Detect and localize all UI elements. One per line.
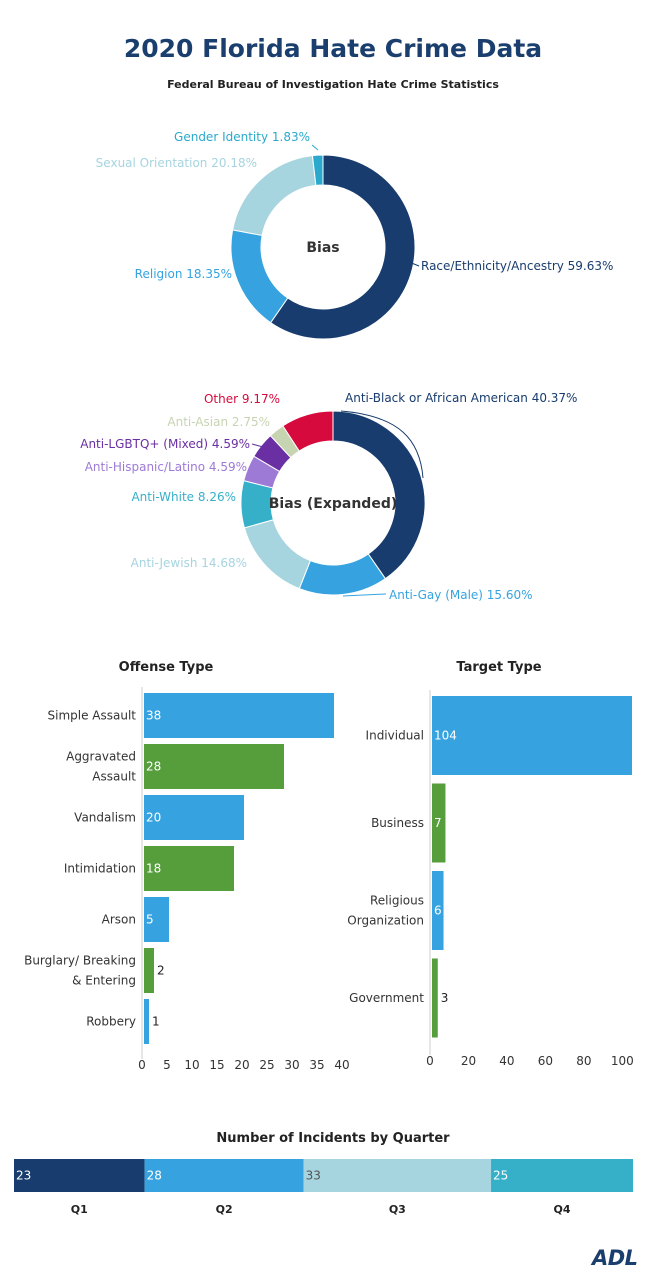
offense-tick-1: 5 bbox=[163, 1058, 171, 1072]
bias-label-0: Race/Ethnicity/Ancestry 59.63% bbox=[421, 259, 613, 273]
bias-leader-3 bbox=[311, 144, 319, 151]
bias-leader-0 bbox=[408, 261, 420, 267]
offense-value-6: 1 bbox=[152, 1015, 160, 1029]
target-tick-4: 80 bbox=[576, 1054, 591, 1068]
target-category-3: Government bbox=[349, 991, 424, 1005]
offense-value-4: 5 bbox=[146, 913, 154, 927]
quarter-segment-2 bbox=[303, 1159, 492, 1192]
offense-category-5: Burglary/ Breaking & Entering bbox=[24, 954, 136, 988]
offense-title: Offense Type bbox=[119, 660, 214, 675]
page-subtitle: Federal Bureau of Investigation Hate Cri… bbox=[167, 78, 499, 91]
offense-bar-6 bbox=[144, 999, 149, 1044]
bias-expanded-label-3: Anti-White 8.26% bbox=[131, 490, 236, 504]
target-category-0: Individual bbox=[366, 729, 424, 743]
quarter-label-1: Q2 bbox=[216, 1203, 233, 1216]
bias-slice-1 bbox=[230, 229, 289, 324]
bias-expanded-slice-7 bbox=[282, 410, 334, 452]
offense-bar-2 bbox=[144, 795, 244, 840]
target-bar-0 bbox=[432, 696, 632, 775]
offense-category-4: Arson bbox=[102, 913, 136, 927]
offense-tick-0: 0 bbox=[138, 1058, 146, 1072]
quarter-segment-3 bbox=[491, 1159, 633, 1192]
bias-expanded-label-6: Anti-Asian 2.75% bbox=[167, 415, 270, 429]
bias-expanded-label-1: Anti-Gay (Male) 15.60% bbox=[389, 588, 533, 602]
offense-tick-3: 15 bbox=[209, 1058, 224, 1072]
offense-category-6: Robbery bbox=[86, 1015, 136, 1029]
bias-expanded-label-7: Other 9.17% bbox=[204, 392, 280, 406]
offense-value-0: 38 bbox=[146, 709, 161, 723]
target-tick-1: 20 bbox=[461, 1054, 476, 1068]
offense-category-2: Vandalism bbox=[74, 811, 136, 825]
offense-tick-7: 35 bbox=[309, 1058, 324, 1072]
page-title: 2020 Florida Hate Crime Data bbox=[123, 34, 543, 63]
offense-value-1: 28 bbox=[146, 760, 161, 774]
bias-center-label: Bias bbox=[306, 240, 339, 256]
quarter-value-3: 25 bbox=[493, 1169, 508, 1183]
offense-tick-6: 30 bbox=[284, 1058, 299, 1072]
target-value-0: 104 bbox=[434, 729, 457, 743]
bias-slice-0 bbox=[269, 154, 416, 340]
quarter-value-0: 23 bbox=[16, 1169, 31, 1183]
bias-expanded-center-label: Bias (Expanded) bbox=[269, 496, 398, 512]
quarter-label-0: Q1 bbox=[71, 1203, 88, 1216]
offense-tick-2: 10 bbox=[184, 1058, 199, 1072]
bias-slice-3 bbox=[311, 154, 324, 186]
offense-bar-0 bbox=[144, 693, 334, 738]
offense-tick-4: 20 bbox=[234, 1058, 249, 1072]
target-tick-0: 0 bbox=[426, 1054, 434, 1068]
target-tick-5: 100 bbox=[611, 1054, 634, 1068]
target-category-1: Business bbox=[371, 816, 424, 830]
bias-label-2: Sexual Orientation 20.18% bbox=[96, 156, 257, 170]
target-category-2: Religious Organization bbox=[347, 894, 424, 928]
quarter-value-1: 28 bbox=[147, 1169, 162, 1183]
quarter-value-2: 33 bbox=[306, 1169, 321, 1183]
offense-bar-3 bbox=[144, 846, 234, 891]
bias-expanded-label-2: Anti-Jewish 14.68% bbox=[131, 556, 247, 570]
offense-category-3: Intimidation bbox=[64, 862, 136, 876]
target-tick-2: 40 bbox=[499, 1054, 514, 1068]
bias-expanded-leader-0 bbox=[340, 410, 424, 479]
target-value-3: 3 bbox=[441, 991, 449, 1005]
target-value-1: 7 bbox=[434, 816, 442, 830]
target-title: Target Type bbox=[456, 660, 541, 675]
bias-expanded-leader-1 bbox=[342, 593, 387, 597]
offense-value-5: 2 bbox=[157, 964, 165, 978]
offense-category-0: Simple Assault bbox=[48, 709, 137, 723]
bias-label-1: Religion 18.35% bbox=[135, 267, 232, 281]
offense-tick-8: 40 bbox=[334, 1058, 349, 1072]
target-bar-3 bbox=[432, 958, 438, 1038]
offense-bar-4 bbox=[144, 897, 169, 942]
offense-value-3: 18 bbox=[146, 862, 161, 876]
adl-logo: ADL bbox=[592, 1246, 648, 1272]
target-bar-2 bbox=[432, 871, 444, 950]
adl-logo-text: ADL bbox=[592, 1246, 638, 1270]
offense-value-2: 20 bbox=[146, 811, 161, 825]
bias-expanded-label-0: Anti-Black or African American 40.37% bbox=[345, 391, 577, 405]
offense-tick-5: 25 bbox=[259, 1058, 274, 1072]
bias-expanded-slice-0 bbox=[332, 410, 426, 580]
bias-expanded-label-4: Anti-Hispanic/Latino 4.59% bbox=[85, 460, 247, 474]
quarter-segment-0 bbox=[14, 1159, 145, 1192]
quarter-label-3: Q4 bbox=[554, 1203, 571, 1216]
target-tick-3: 60 bbox=[538, 1054, 553, 1068]
bias-expanded-slice-1 bbox=[298, 553, 387, 596]
offense-category-1: Aggravated Assault bbox=[66, 750, 136, 784]
quarter-label-2: Q3 bbox=[389, 1203, 406, 1216]
bias-expanded-leader-5 bbox=[251, 443, 264, 448]
target-bar-1 bbox=[432, 783, 446, 863]
offense-bar-1 bbox=[144, 744, 284, 789]
bias-expanded-slice-2 bbox=[243, 519, 311, 590]
bias-expanded-label-5: Anti-LGBTQ+ (Mixed) 4.59% bbox=[80, 437, 250, 451]
bias-label-3: Gender Identity 1.83% bbox=[174, 130, 310, 144]
offense-bar-5 bbox=[144, 948, 154, 993]
quarters-title: Number of Incidents by Quarter bbox=[216, 1131, 450, 1146]
target-value-2: 6 bbox=[434, 904, 442, 918]
quarter-segment-1 bbox=[144, 1159, 304, 1192]
